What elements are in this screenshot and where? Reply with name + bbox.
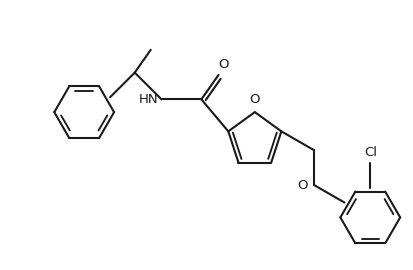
Text: Cl: Cl (363, 146, 376, 159)
Text: HN: HN (139, 93, 158, 106)
Text: O: O (296, 178, 307, 192)
Text: O: O (218, 58, 228, 71)
Text: O: O (249, 93, 259, 106)
